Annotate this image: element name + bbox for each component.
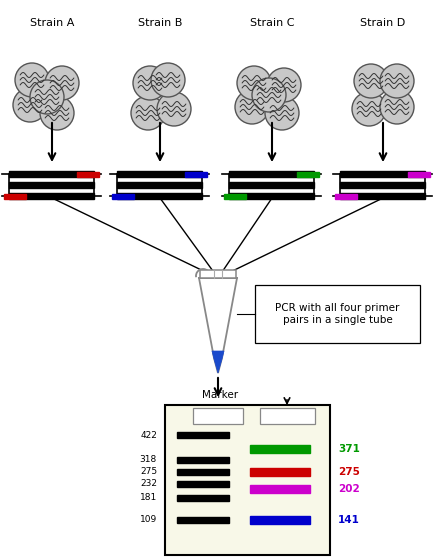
Bar [177,457,228,463]
Bar [229,171,314,177]
Circle shape [40,96,74,130]
Circle shape [353,64,387,98]
Bar [200,270,236,278]
Text: 181: 181 [139,493,157,502]
Circle shape [379,64,413,98]
Text: 141: 141 [337,515,359,525]
Text: Strain C: Strain C [249,18,293,28]
Text: Strain D: Strain D [359,18,404,28]
Bar [254,285,419,343]
Bar [117,182,202,188]
Text: Strain B: Strain B [138,18,182,28]
Bar [193,408,243,424]
Circle shape [131,96,164,130]
Bar [250,516,309,524]
Bar [408,171,430,176]
Bar [260,408,314,424]
Circle shape [251,78,285,112]
Bar [117,171,202,177]
Polygon shape [198,278,237,373]
Circle shape [30,80,64,114]
Bar [250,468,309,476]
Text: 109: 109 [139,516,157,525]
Circle shape [379,90,413,124]
Text: 275: 275 [337,467,359,477]
Bar [340,182,424,188]
Text: Strain A: Strain A [30,18,74,28]
Circle shape [45,66,79,100]
Bar [297,171,319,176]
Bar [10,171,94,177]
Bar [177,495,228,501]
Text: Marker: Marker [201,390,237,400]
Bar [164,405,329,555]
Bar [177,481,228,487]
Circle shape [264,96,298,130]
Text: PCR with all four primer
pairs in a single tube: PCR with all four primer pairs in a sing… [275,303,399,325]
Circle shape [13,88,47,122]
Circle shape [234,90,268,124]
Bar [224,194,246,198]
Bar [10,193,94,199]
Polygon shape [211,351,224,373]
Bar [229,182,314,188]
Bar [340,193,424,199]
Bar [177,517,228,523]
Text: 422: 422 [140,431,157,440]
Bar [4,194,26,198]
Bar [185,171,207,176]
Bar [77,171,99,176]
Text: 275: 275 [140,468,157,477]
Circle shape [133,66,167,100]
Text: 232: 232 [140,479,157,488]
Bar [250,445,309,453]
Bar [229,193,314,199]
Bar [177,469,228,475]
Text: 371: 371 [337,444,359,454]
Circle shape [15,63,49,97]
Bar [10,182,94,188]
Circle shape [151,63,184,97]
Text: 318: 318 [139,455,157,464]
Bar [177,432,228,438]
Bar [117,193,202,199]
Bar [335,194,357,198]
Bar [340,171,424,177]
Circle shape [237,66,270,100]
Bar [250,485,309,493]
Text: 202: 202 [337,484,359,494]
Circle shape [266,68,300,102]
Circle shape [351,92,385,126]
Bar [112,194,134,198]
Circle shape [157,92,191,126]
